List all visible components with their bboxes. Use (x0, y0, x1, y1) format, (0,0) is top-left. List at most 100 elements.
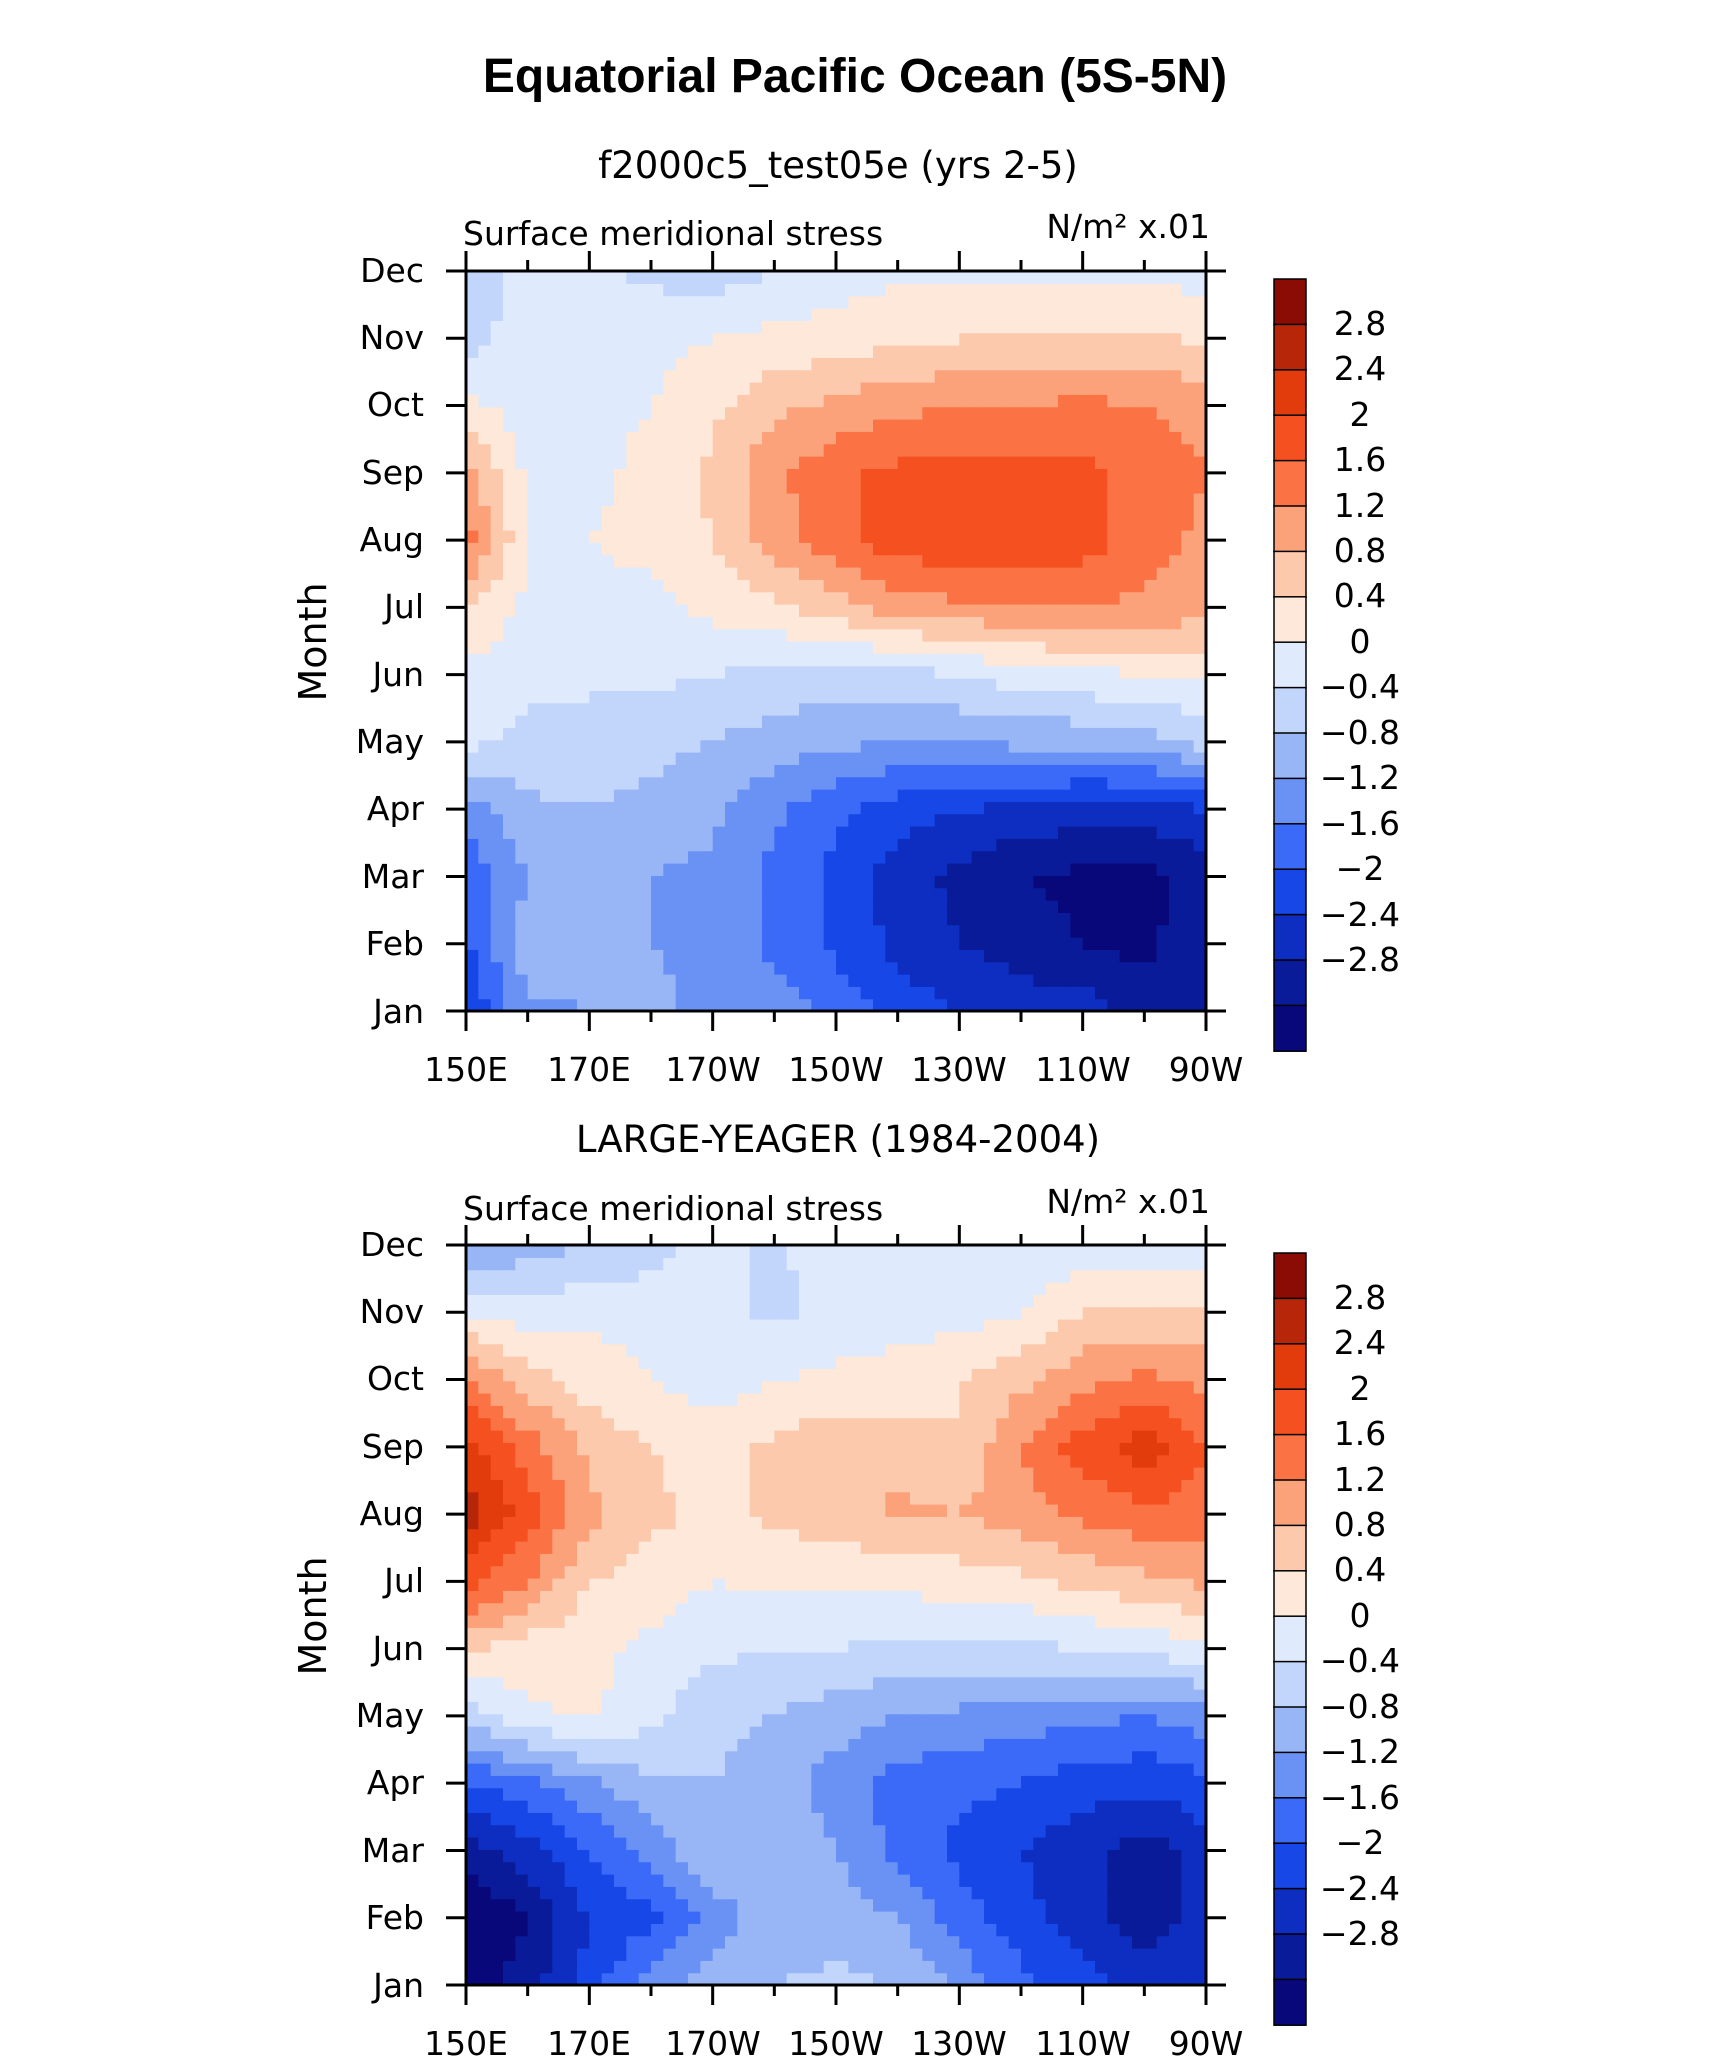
contour-cell (984, 739, 997, 753)
contour-cell (466, 1886, 479, 1900)
contour-cell (1008, 974, 1022, 987)
contour-cell (848, 838, 862, 852)
contour-cell (897, 813, 911, 827)
contour-cell (540, 813, 553, 827)
contour-cell (984, 591, 997, 605)
contour-cell (1181, 369, 1195, 383)
contour-cell (934, 456, 948, 469)
contour-cell (1033, 283, 1047, 297)
contour-cell (1144, 986, 1158, 1000)
contour-cell (663, 887, 677, 901)
contour-cell (947, 924, 960, 938)
contour-cell (1045, 283, 1059, 297)
contour-cell (700, 850, 714, 864)
contour-cell (564, 961, 578, 975)
contour-cell (651, 456, 664, 469)
contour-cell (527, 641, 541, 654)
contour-cell (885, 604, 899, 617)
contour-cell (589, 801, 603, 815)
contour-cell (934, 591, 948, 605)
contour-cell (860, 1923, 874, 1937)
contour-cell (527, 974, 541, 987)
contour-cell (1169, 468, 1182, 482)
contour-cell (515, 998, 529, 1012)
contour-cell (737, 591, 751, 605)
contour-cell (1070, 357, 1084, 371)
contour-cell (503, 332, 516, 346)
contour-cell (1156, 443, 1170, 457)
contour-cell (564, 579, 578, 593)
contour-cell (1008, 826, 1022, 839)
contour-cell (552, 1960, 566, 1974)
contour-cell (552, 875, 566, 889)
contour-cell (897, 1775, 911, 1789)
contour-cell (503, 1948, 516, 1961)
contour-cell (651, 554, 664, 568)
contour-cell (984, 1812, 997, 1826)
contour-cell (626, 1824, 640, 1838)
contour-cell (515, 1911, 529, 1924)
contour-cell (1144, 665, 1158, 679)
contour-cell (515, 1960, 529, 1974)
contour-cell (971, 320, 985, 334)
contour-cell (1033, 616, 1047, 630)
contour-cell (996, 1824, 1010, 1838)
contour-cell (799, 1726, 812, 1739)
contour-cell (589, 1775, 603, 1789)
contour-cell (1008, 295, 1022, 309)
colorbar-box (1273, 641, 1307, 689)
contour-cell (1107, 702, 1121, 716)
contour-cell (885, 826, 899, 839)
contour-cell (712, 752, 726, 765)
contour-cell (1095, 801, 1108, 815)
contour-cell (786, 801, 800, 815)
contour-cell (540, 628, 553, 642)
contour-cell (1058, 715, 1071, 728)
contour-cell (749, 900, 763, 913)
contour-cell (515, 295, 529, 309)
contour-cell (1021, 308, 1034, 321)
contour-cell (774, 542, 788, 556)
contour-cell (897, 271, 911, 284)
contour-cell (1119, 357, 1133, 371)
contour-cell (515, 1738, 529, 1752)
contour-cell (1144, 641, 1158, 654)
contour-cell (799, 826, 812, 839)
contour-cell (1008, 1763, 1022, 1776)
contour-cell (1033, 949, 1047, 963)
contour-cell (786, 628, 800, 642)
contour-cell (478, 271, 492, 284)
contour-cell (823, 678, 837, 691)
contour-cell (651, 1886, 664, 1900)
contour-cell (860, 332, 874, 346)
contour-cell (774, 1787, 788, 1801)
contour-cell (848, 813, 862, 827)
contour-cell (1021, 591, 1034, 605)
contour-cell (1021, 1750, 1034, 1764)
contour-cell (503, 1837, 516, 1850)
contour-cell (1033, 875, 1047, 889)
contour-cell (1107, 517, 1121, 531)
contour-cell (848, 369, 862, 383)
contour-cell (638, 271, 652, 284)
contour-cell (959, 419, 973, 432)
contour-cell (823, 1972, 837, 1986)
contour-cell (996, 456, 1010, 469)
contour-cell (922, 1837, 936, 1850)
contour-cell (971, 850, 985, 864)
contour-cell (836, 912, 849, 926)
contour-cell (651, 1837, 664, 1850)
contour-cell (614, 665, 627, 679)
contour-cell (1008, 1923, 1022, 1937)
contour-cell (503, 283, 516, 297)
contour-cell (811, 468, 825, 482)
contour-cell (1193, 567, 1207, 580)
contour-cell (1070, 1775, 1084, 1789)
contour-cell (1082, 1911, 1096, 1924)
contour-cell (873, 419, 886, 432)
contour-cell (749, 887, 763, 901)
contour-cell (947, 850, 960, 864)
contour-cell (626, 271, 640, 284)
contour-cell (490, 863, 504, 876)
contour-cell (860, 468, 874, 482)
